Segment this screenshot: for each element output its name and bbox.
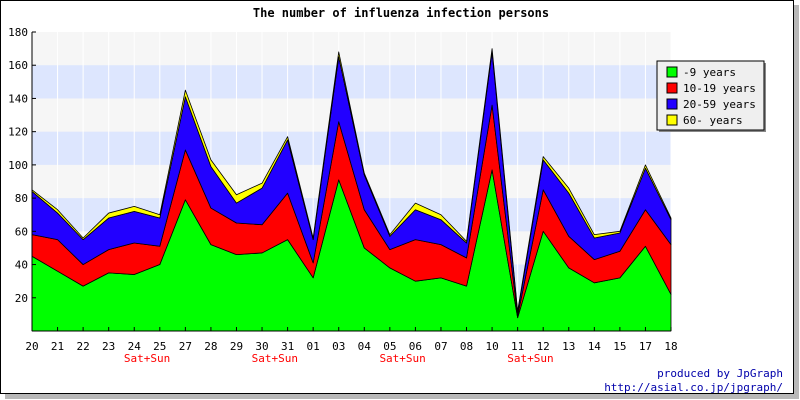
- stacked-area-chart: 20 40 60 80 100 120 140 160 180 20 21 22 23 24 25 27 28 2…: [8, 6, 766, 365]
- legend: -9 years 10-19 years 20-59 years 60- years: [656, 60, 766, 132]
- x-tick-label: 17: [639, 340, 652, 353]
- x-tick-label: 14: [588, 340, 602, 353]
- chart-frame: 20 40 60 80 100 120 140 160 180 20 21 22 23 24 25 27 28 2…: [0, 0, 794, 394]
- weekend-annotation: Sat+Sun: [507, 352, 553, 365]
- x-tick-label: 21: [51, 340, 64, 353]
- x-tick-label: 18: [664, 340, 677, 353]
- legend-swatch: [666, 98, 678, 110]
- grid-band: [32, 65, 671, 99]
- legend-swatch: [666, 82, 678, 94]
- x-tick-label: 24: [128, 340, 142, 353]
- legend-label: -9 years: [683, 66, 736, 79]
- x-tick-label: 04: [358, 340, 372, 353]
- credit-line-1: produced by JpGraph: [657, 367, 783, 380]
- x-tick-label: 27: [179, 340, 192, 353]
- x-tick-label: 25: [153, 340, 166, 353]
- x-tick-label: 30: [255, 340, 268, 353]
- y-tick-label: 20: [15, 292, 28, 305]
- y-tick-label: 80: [15, 192, 28, 205]
- y-tick-label: 160: [8, 59, 28, 72]
- chart-title: The number of influenza infection person…: [253, 6, 549, 20]
- axes: 20 40 60 80 100 120 140 160 180 20 21 22 23 24 25 27 28 2…: [8, 26, 678, 365]
- weekend-annotation: Sat+Sun: [124, 352, 170, 365]
- legend-swatch: [666, 114, 678, 126]
- x-tick-label: 03: [332, 340, 345, 353]
- weekend-annotation: Sat+Sun: [379, 352, 425, 365]
- legend-label: 10-19 years: [683, 82, 756, 95]
- x-tick-label: 31: [281, 340, 294, 353]
- credit-url[interactable]: http://asial.co.jp/jpgraph/: [604, 381, 783, 394]
- legend-label: 20-59 years: [683, 98, 756, 111]
- x-tick-label: 29: [230, 340, 243, 353]
- y-tick-label: 120: [8, 126, 28, 139]
- weekend-annotation: Sat+Sun: [252, 352, 298, 365]
- x-tick-label: 23: [102, 340, 115, 353]
- x-tick-label: 10: [485, 340, 498, 353]
- y-tick-label: 180: [8, 26, 28, 39]
- x-tick-label: 07: [434, 340, 447, 353]
- x-tick-label: 12: [537, 340, 550, 353]
- x-tick-label: 22: [76, 340, 89, 353]
- y-tick-label: 100: [8, 159, 28, 172]
- y-tick-label: 140: [8, 92, 28, 105]
- x-tick-label: 15: [613, 340, 626, 353]
- legend-swatch: [666, 66, 678, 78]
- x-tick-label: 11: [511, 340, 524, 353]
- x-tick-label: 01: [307, 340, 320, 353]
- legend-label: 60- years: [683, 114, 743, 127]
- series-areas: [31, 48, 672, 332]
- x-tick-label: 20: [25, 340, 38, 353]
- series-area-60-years: [31, 48, 672, 314]
- x-tick-label: 05: [383, 340, 396, 353]
- x-tick-label: 06: [409, 340, 422, 353]
- x-tick-label: 13: [562, 340, 575, 353]
- y-tick-label: 60: [15, 225, 28, 238]
- x-tick-label: 28: [204, 340, 217, 353]
- x-tick-label: 08: [460, 340, 473, 353]
- y-tick-label: 40: [15, 259, 28, 272]
